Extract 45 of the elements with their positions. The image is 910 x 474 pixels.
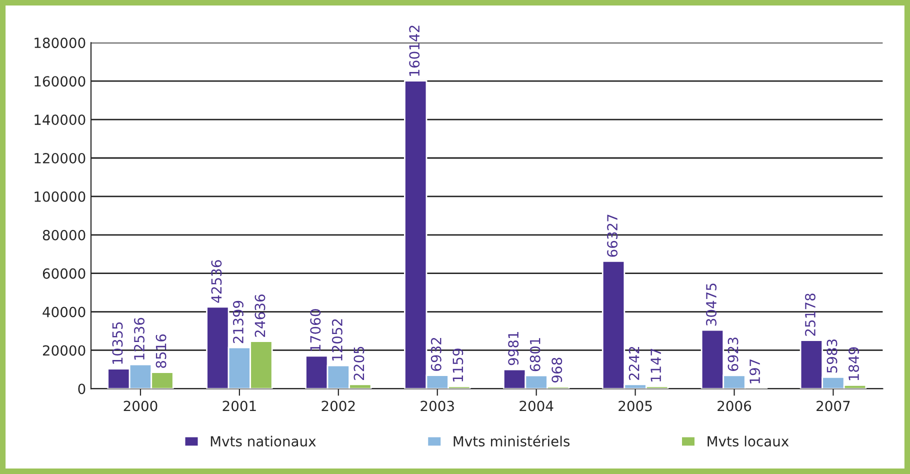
data-label: 160142 <box>409 26 420 76</box>
data-label: 1159 <box>452 348 464 382</box>
y-tick-label: 120000 <box>34 152 86 164</box>
y-tick-label: 20000 <box>42 345 86 356</box>
y-tick-label: 40000 <box>42 306 86 318</box>
data-label: 197 <box>750 360 760 384</box>
y-tick-label: 80000 <box>42 230 86 240</box>
x-tick-label: 2000 <box>124 400 158 412</box>
data-label: 10355 <box>112 322 123 364</box>
y-tick-label: 0 <box>78 384 86 394</box>
data-label: 25178 <box>804 294 816 336</box>
y-tick-label: 100000 <box>34 191 86 202</box>
x-tick-label: 2005 <box>618 400 652 412</box>
x-tick-label: 2002 <box>322 400 355 412</box>
legend-label: Mvts locaux <box>708 436 789 447</box>
x-tick-label: 2006 <box>718 400 752 412</box>
data-label: 1849 <box>848 347 860 380</box>
data-label: 17060 <box>310 309 321 351</box>
data-label: 6801 <box>530 338 540 372</box>
data-label: 2242 <box>628 346 640 380</box>
legend-label: Mvts ministériels <box>454 435 570 447</box>
y-tick-label: 160000 <box>34 76 86 87</box>
data-label: 6932 <box>430 338 442 371</box>
data-label: 12536 <box>134 318 145 360</box>
data-label: 24636 <box>254 294 266 337</box>
data-label: 66327 <box>607 214 618 257</box>
data-label: 9981 <box>508 332 519 366</box>
y-tick-label: 140000 <box>34 114 86 126</box>
data-label: 6923 <box>728 338 738 371</box>
data-label: 12052 <box>332 319 342 361</box>
x-tick-label: 2003 <box>420 400 454 412</box>
data-label: 1147 <box>650 348 661 382</box>
data-label: 21399 <box>232 300 244 344</box>
legend-label: Mvts nationaux <box>210 436 316 447</box>
data-label: 2205 <box>354 346 364 380</box>
data-label: 8516 <box>156 334 166 368</box>
y-tick-label: 180000 <box>34 38 86 48</box>
x-tick-label: 2001 <box>222 400 256 412</box>
x-tick-label: 2004 <box>520 400 554 412</box>
data-label: 42536 <box>211 260 222 303</box>
data-label: 968 <box>552 358 562 382</box>
y-tick-label: 60000 <box>42 268 86 279</box>
data-label: 5983 <box>826 339 838 373</box>
data-label: 30475 <box>706 284 717 326</box>
x-tick-label: 2007 <box>816 400 850 412</box>
